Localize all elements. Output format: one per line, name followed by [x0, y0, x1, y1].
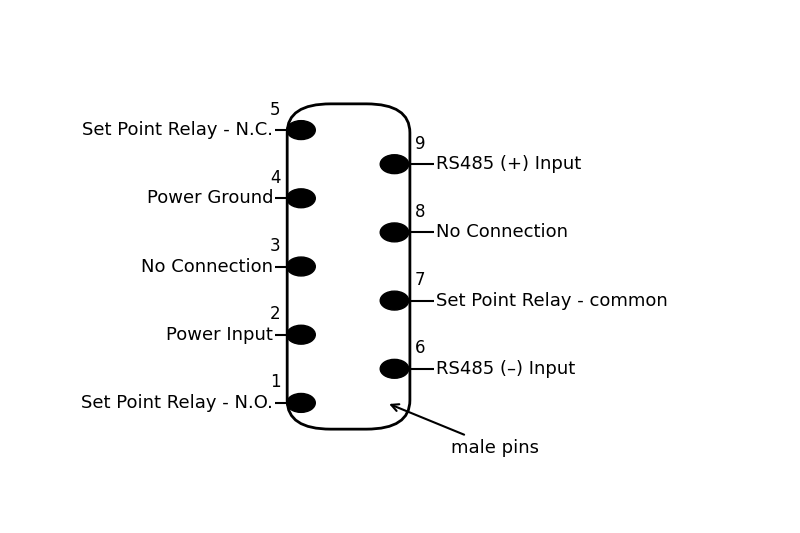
Circle shape	[286, 257, 315, 276]
Circle shape	[286, 189, 315, 208]
Text: 6: 6	[415, 340, 426, 357]
Text: 1: 1	[270, 374, 281, 391]
Text: No Connection: No Connection	[436, 223, 568, 241]
Text: Set Point Relay - common: Set Point Relay - common	[436, 292, 667, 310]
Text: 9: 9	[415, 135, 426, 152]
Text: 4: 4	[270, 169, 281, 187]
Text: Set Point Relay - N.C.: Set Point Relay - N.C.	[82, 121, 274, 139]
Text: Power Ground: Power Ground	[147, 189, 274, 207]
Circle shape	[380, 359, 409, 378]
Text: RS485 (+) Input: RS485 (+) Input	[436, 155, 581, 173]
Text: male pins: male pins	[391, 404, 539, 456]
Text: RS485 (–) Input: RS485 (–) Input	[436, 360, 575, 378]
Text: 2: 2	[270, 305, 281, 323]
Text: 3: 3	[270, 237, 281, 255]
Circle shape	[286, 120, 315, 140]
Text: 8: 8	[415, 203, 426, 221]
Text: Set Point Relay - N.O.: Set Point Relay - N.O.	[82, 394, 274, 412]
Text: No Connection: No Connection	[142, 257, 274, 276]
Circle shape	[380, 155, 409, 174]
Circle shape	[286, 325, 315, 344]
Circle shape	[380, 291, 409, 310]
Text: 7: 7	[415, 271, 426, 289]
Circle shape	[380, 223, 409, 242]
Circle shape	[286, 393, 315, 413]
FancyBboxPatch shape	[287, 104, 410, 429]
Text: 5: 5	[270, 101, 281, 118]
Text: Power Input: Power Input	[166, 326, 274, 344]
